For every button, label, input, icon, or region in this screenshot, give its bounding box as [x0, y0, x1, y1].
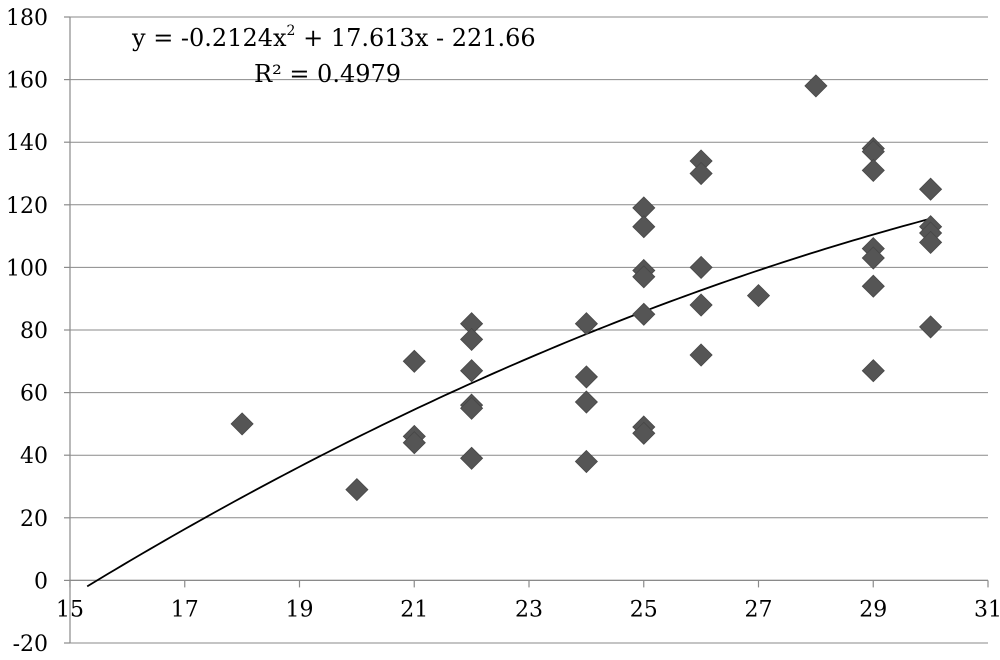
trendline	[86, 217, 931, 588]
data-point	[632, 421, 656, 445]
data-point	[345, 478, 369, 502]
y-tick-labels: -20 0 20 40 60 80 100 120 140 160 180	[6, 6, 48, 657]
data-point	[460, 446, 484, 470]
data-points	[230, 74, 943, 502]
data-point	[574, 390, 598, 414]
equation-exponent: 2	[287, 23, 296, 39]
y-tick-label: 80	[20, 319, 48, 344]
data-point	[632, 302, 656, 326]
x-tick-label: 21	[400, 597, 428, 622]
trendline-layer	[86, 217, 931, 588]
x-tick-label: 27	[745, 597, 773, 622]
data-point	[689, 293, 713, 317]
x-tick-label: 23	[515, 597, 543, 622]
data-point	[689, 343, 713, 367]
y-tick-label: 140	[6, 131, 48, 156]
y-tick-label: 60	[20, 382, 48, 407]
y-tick-label: 160	[6, 69, 48, 94]
x-tick-label: 17	[171, 597, 199, 622]
data-point	[919, 315, 943, 339]
data-point	[230, 412, 254, 436]
data-point	[689, 255, 713, 279]
data-point	[460, 327, 484, 351]
equation-main: y = -0.2124x	[131, 24, 287, 52]
x-tick-label: 29	[859, 597, 887, 622]
data-point	[574, 365, 598, 389]
equation-rest: + 17.613x - 221.66	[295, 24, 535, 52]
data-point	[804, 74, 828, 98]
y-tick-label: 180	[6, 6, 48, 31]
data-point	[861, 246, 885, 270]
data-point	[919, 230, 943, 254]
y-tick-label: 20	[20, 507, 48, 532]
x-tick-labels: 15 17 19 21 23 25 27 29 31	[56, 597, 1000, 622]
data-point	[861, 359, 885, 383]
data-point	[919, 177, 943, 201]
y-tick-label: 0	[34, 569, 48, 594]
r-squared-text: R² = 0.4979	[254, 60, 401, 88]
grid-layer	[70, 16, 988, 644]
trendline-equation: y = -0.2124x2 + 17.613x - 221.66 R² = 0.…	[131, 23, 536, 88]
data-point	[402, 349, 426, 373]
data-point	[574, 312, 598, 336]
y-tick-label: -20	[13, 632, 48, 657]
data-point	[861, 274, 885, 298]
trendline-equation-text: y = -0.2124x2 + 17.613x - 221.66	[131, 23, 536, 52]
data-point	[861, 158, 885, 182]
x-tick-label: 25	[630, 597, 658, 622]
data-point	[632, 215, 656, 239]
data-point	[574, 449, 598, 474]
data-point	[460, 359, 484, 383]
x-tick-label: 31	[974, 597, 1000, 622]
y-tick-label: 40	[20, 444, 48, 469]
data-point	[632, 265, 656, 289]
data-point	[689, 161, 713, 186]
data-point	[460, 396, 484, 420]
data-point	[402, 431, 426, 455]
data-point	[746, 284, 771, 308]
y-tick-label: 120	[6, 194, 48, 219]
x-tick-label: 19	[286, 597, 314, 622]
y-tick-label: 100	[6, 256, 48, 281]
axis-layer	[64, 16, 989, 644]
x-tick-label: 15	[56, 597, 84, 622]
